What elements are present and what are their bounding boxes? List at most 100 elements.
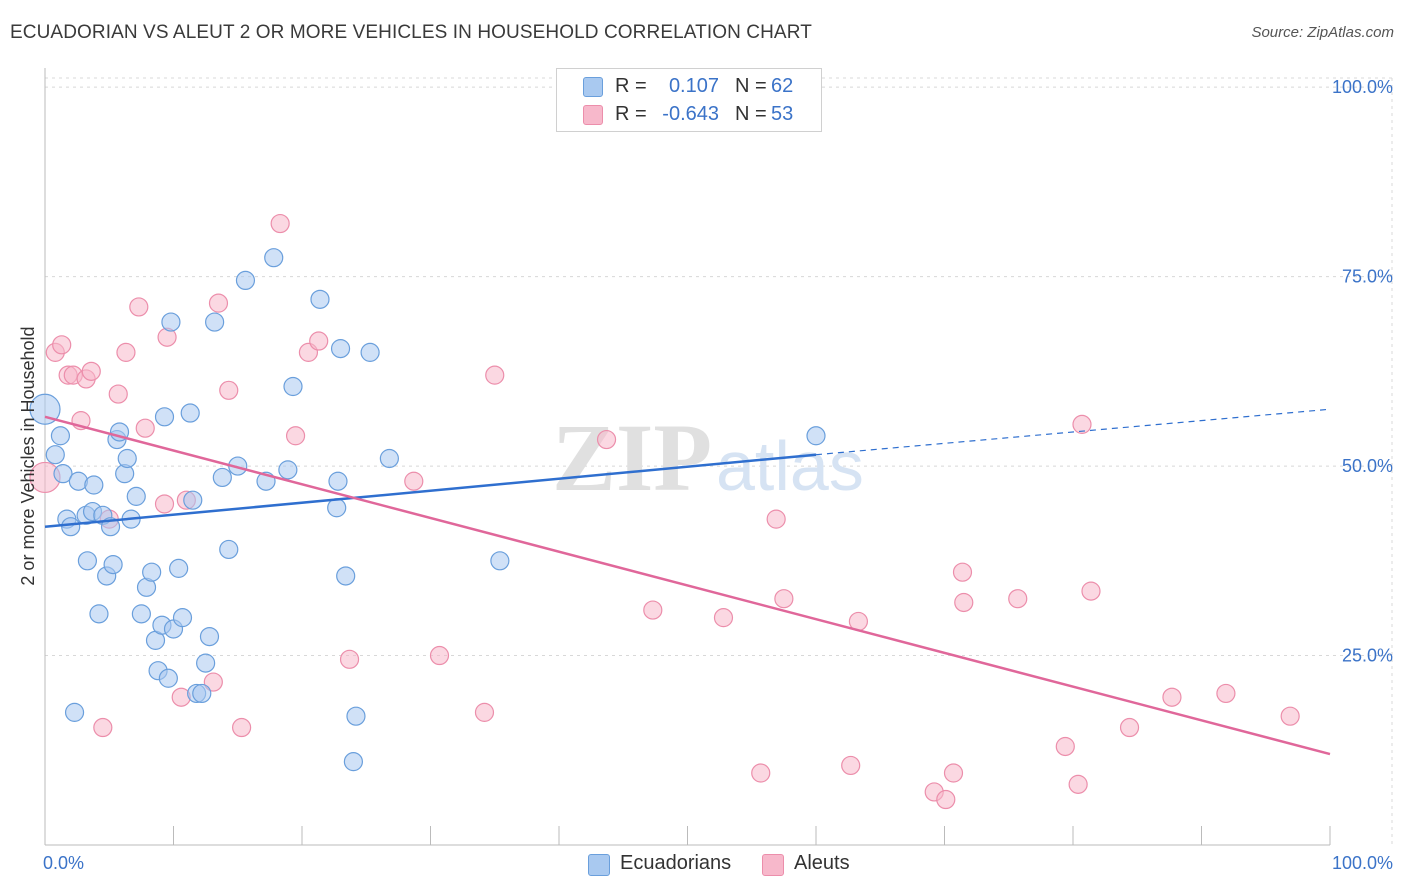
aleut-point <box>232 717 252 738</box>
aleut-trend-line <box>44 415 1331 756</box>
ecuadorian-point <box>192 683 212 704</box>
aleut-point <box>841 755 861 776</box>
trend-lines <box>44 408 1331 756</box>
aleut-point <box>954 592 974 613</box>
aleut-point <box>1081 581 1101 601</box>
aleut-point <box>1008 589 1028 609</box>
ecuadorian-point <box>205 312 225 332</box>
ecuadorian-point <box>490 551 510 571</box>
ecuadorian-point <box>142 562 162 582</box>
ecuadorian-point <box>219 539 239 560</box>
ecuadorian-point <box>50 426 71 446</box>
ecuadorian-point <box>61 517 81 537</box>
legend-r-value: -0.643 <box>662 103 719 125</box>
ecuadorian-point <box>196 653 216 673</box>
ecuadorian-point <box>172 608 193 628</box>
aleut-point <box>1280 706 1300 726</box>
watermark-zip: ZIP <box>552 404 712 511</box>
ecuadorian-point <box>283 376 303 397</box>
legend-r-value: 0.107 <box>668 75 719 97</box>
legend-n-label: N = <box>735 75 767 97</box>
legend-r-label: R = <box>615 75 647 97</box>
ecuadorian-point <box>53 464 73 484</box>
aleut-point <box>1072 414 1092 434</box>
legend-n-value: 53 <box>771 103 794 125</box>
aleut-point <box>1162 687 1182 707</box>
ecuadorian-point <box>154 407 175 427</box>
legend-swatch-pink <box>583 105 603 125</box>
ecuadorian-point <box>806 426 826 446</box>
ecuadorian-point <box>360 342 380 362</box>
x-tick-label: 100.0% <box>1332 853 1393 873</box>
y-tick-label: 75.0% <box>1342 267 1393 287</box>
grid-lines <box>45 77 1393 845</box>
ecuadorian-trend-extension <box>815 408 1331 456</box>
source-label: Source: ZipAtlas.com <box>1251 24 1394 41</box>
ecuadorian-point <box>169 558 189 578</box>
ecuadorian-point <box>158 668 178 688</box>
axes <box>44 68 1331 846</box>
aleut-point <box>1068 774 1088 794</box>
aleut-point <box>154 494 175 514</box>
ecuadorian-point <box>29 393 61 425</box>
legend-r-label: R = <box>615 103 647 125</box>
aleut-point <box>596 429 617 450</box>
aleut-point <box>1119 717 1140 738</box>
ecuadorian-point <box>77 551 98 571</box>
ecuadorian-point <box>343 752 363 772</box>
ecuadorian-point <box>327 498 347 518</box>
aleut-point <box>643 600 663 620</box>
aleut-point <box>108 384 128 404</box>
legend-label: Aleuts <box>794 852 850 874</box>
correlation-legend: R = 0.107 N = 62 R = -0.643 N = 53 <box>556 68 822 132</box>
aleut-point <box>52 335 72 355</box>
legend-n-label: N = <box>735 103 767 125</box>
aleut-point <box>203 672 223 692</box>
aleut-point <box>1216 683 1236 704</box>
ecuadorian-points <box>29 248 826 772</box>
aleut-point <box>766 509 786 529</box>
ecuadorian-trend-line <box>44 453 817 528</box>
y-tick-label: 100.0% <box>1332 77 1393 97</box>
aleut-point <box>219 380 239 400</box>
aleut-point <box>339 649 360 669</box>
aleut-point <box>936 789 956 810</box>
ecuadorian-point <box>180 403 200 423</box>
legend-n-value: 62 <box>771 75 794 97</box>
legend-label: Ecuadorians <box>620 852 732 874</box>
aleut-point <box>474 702 495 722</box>
ecuadorian-point <box>328 471 348 491</box>
ecuadorian-point <box>161 312 181 332</box>
ecuadorian-point <box>64 702 85 722</box>
ecuadorian-point <box>84 475 104 495</box>
ecuadorian-point <box>330 339 351 359</box>
aleut-point <box>309 331 329 351</box>
aleut-point <box>1055 736 1075 757</box>
aleut-point <box>208 293 229 313</box>
legend-swatch-blue <box>588 854 610 876</box>
aleut-point <box>943 763 964 783</box>
y-tick-label: 50.0% <box>1342 456 1393 476</box>
legend-swatch-blue <box>583 77 603 97</box>
watermark-atlas: atlas <box>716 427 864 505</box>
ecuadorian-point <box>131 604 151 624</box>
aleut-point <box>81 361 101 381</box>
ecuadorian-point <box>117 448 137 469</box>
ecuadorian-point <box>310 289 330 309</box>
aleut-point <box>135 418 155 438</box>
aleut-point <box>404 471 424 491</box>
ecuadorian-point <box>89 604 109 624</box>
ecuadorian-point <box>126 486 146 506</box>
ecuadorian-point <box>278 460 298 480</box>
ecuadorian-point <box>346 706 366 726</box>
y-axis-label: 2 or more Vehicles in Household <box>18 326 38 585</box>
aleut-point <box>751 763 771 783</box>
ecuadorian-point <box>264 248 284 268</box>
chart-title: ECUADORIAN VS ALEUT 2 OR MORE VEHICLES I… <box>10 22 812 43</box>
ecuadorian-point <box>379 448 399 469</box>
aleut-point <box>129 297 149 317</box>
aleut-point <box>485 365 505 385</box>
aleut-point <box>116 342 136 362</box>
y-tick-label: 25.0% <box>1342 646 1393 666</box>
